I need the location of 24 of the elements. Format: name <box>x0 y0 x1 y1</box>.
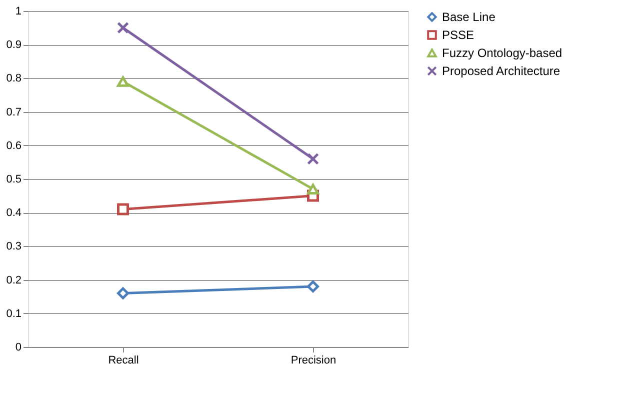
y-tick-label: 1 <box>15 6 22 18</box>
y-tick-label: 0 <box>15 342 22 354</box>
y-tick-label: 0.9 <box>6 39 22 52</box>
y-tick-label: 0.1 <box>6 308 22 320</box>
point <box>117 287 129 300</box>
y-tick-label: 0.3 <box>6 240 22 253</box>
legend-label: Proposed Architecture <box>442 64 560 78</box>
y-tick-label: 0.6 <box>6 140 22 152</box>
legend-label: Base Line <box>442 10 496 24</box>
y-tick-label: 0.8 <box>6 72 22 85</box>
legend-label: Fuzzy Ontology-based <box>442 46 562 60</box>
x-tick-label: Precision <box>290 354 336 366</box>
y-tick-label: 0.7 <box>6 106 22 118</box>
y-tick-label: 0.4 <box>6 207 22 220</box>
point <box>117 203 129 216</box>
point <box>117 76 129 87</box>
point <box>307 152 319 165</box>
x-tick-label: Recall <box>108 354 139 366</box>
y-tick-label: 0.5 <box>6 174 22 186</box>
point <box>307 184 319 194</box>
point <box>117 22 129 34</box>
point <box>307 280 319 293</box>
y-tick-label: 0.2 <box>6 274 22 286</box>
legend-label: PSSE <box>442 28 474 42</box>
